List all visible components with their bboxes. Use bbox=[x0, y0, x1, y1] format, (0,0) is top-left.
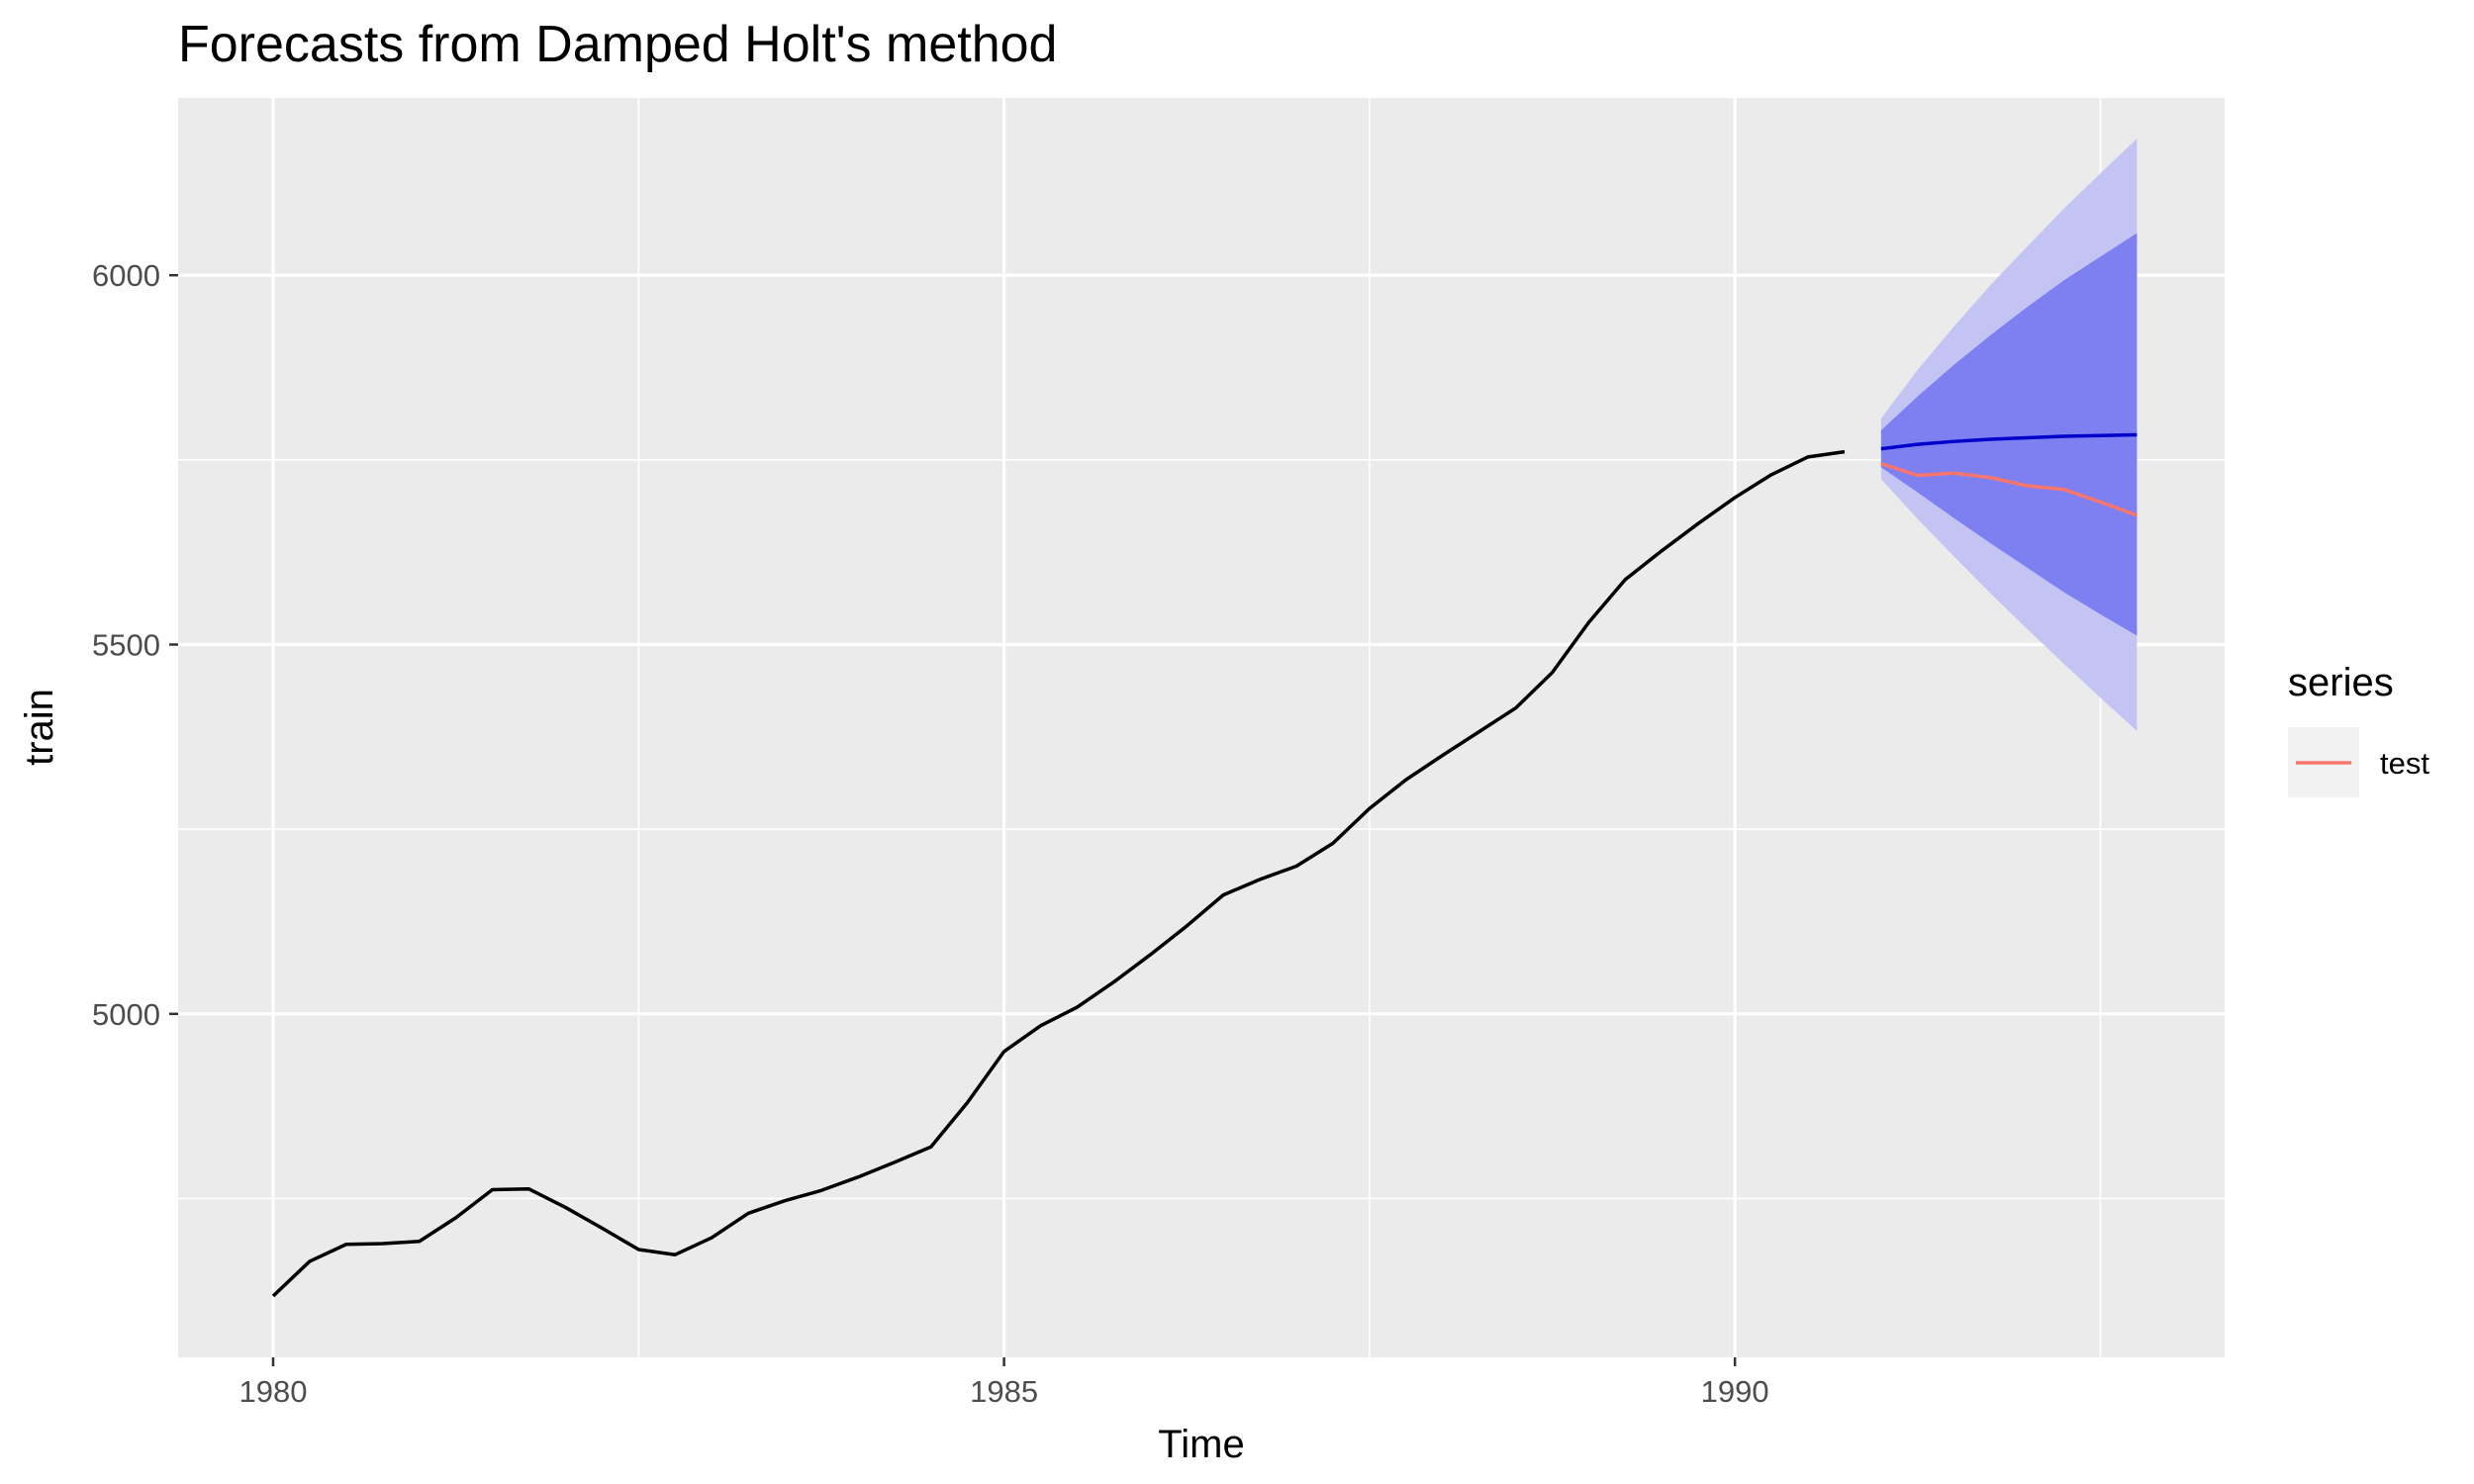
y-axis-title: train bbox=[18, 689, 61, 766]
pi80-band bbox=[1880, 232, 2138, 636]
y-tick-label: 6000 bbox=[92, 258, 160, 293]
y-tick-label: 5000 bbox=[92, 997, 160, 1032]
legend: series test bbox=[2288, 661, 2429, 797]
forecast-line bbox=[1880, 432, 2138, 451]
train-line bbox=[271, 449, 1846, 1298]
x-axis-title: Time bbox=[1158, 1423, 1244, 1466]
x-axis: 1980 1985 1990 bbox=[239, 1357, 1769, 1409]
plot-panel bbox=[178, 98, 2225, 1357]
major-gridlines bbox=[178, 98, 2225, 1357]
x-tick-label: 1980 bbox=[239, 1374, 308, 1409]
test-line bbox=[1880, 461, 2138, 517]
y-tick-label: 5500 bbox=[92, 628, 160, 663]
legend-title: series bbox=[2288, 661, 2394, 704]
legend-label-test: test bbox=[2380, 746, 2429, 781]
x-tick-label: 1985 bbox=[970, 1374, 1038, 1409]
prediction-intervals bbox=[1880, 139, 2138, 731]
series-lines bbox=[271, 432, 2138, 1298]
chart-title: Forecasts from Damped Holt's method bbox=[178, 16, 1057, 73]
x-tick-label: 1990 bbox=[1701, 1374, 1769, 1409]
y-axis: 5000 5500 6000 bbox=[92, 258, 178, 1032]
